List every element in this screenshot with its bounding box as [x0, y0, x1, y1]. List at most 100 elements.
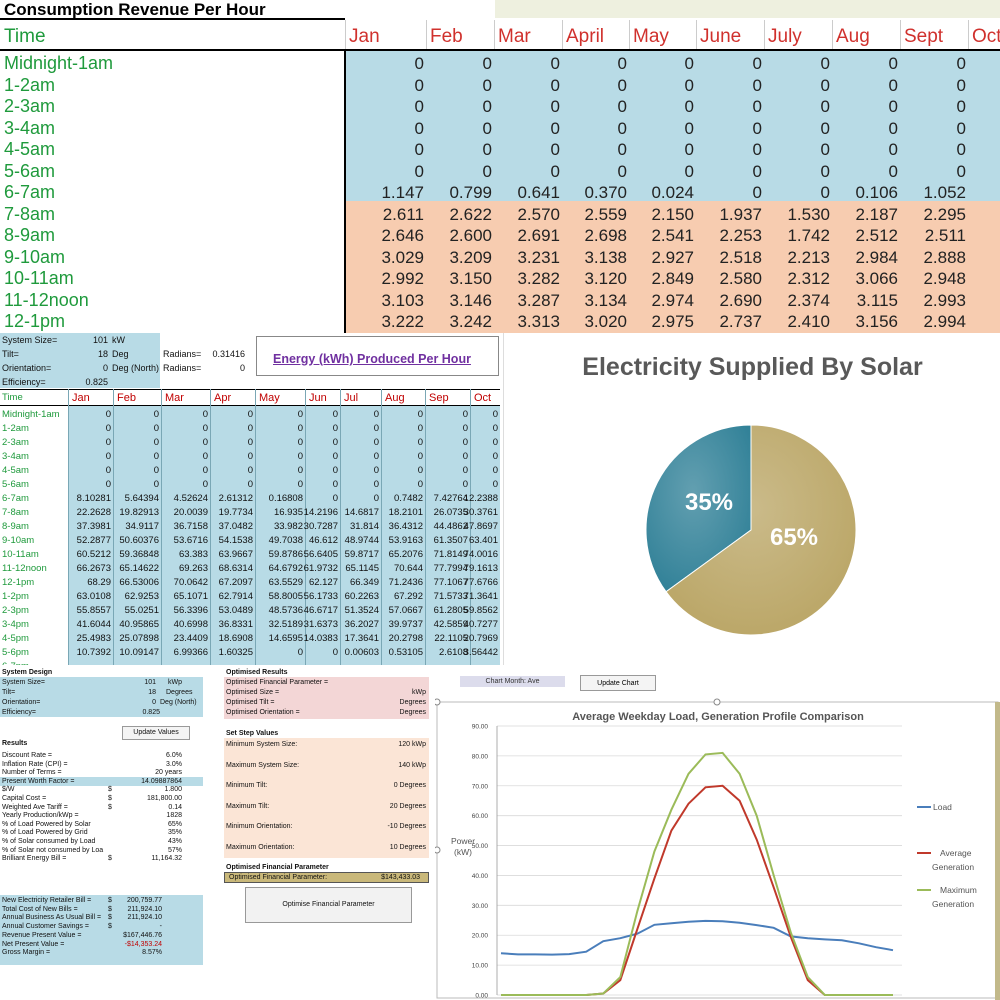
time-label-column: [0, 51, 346, 333]
table-cell: 3.138: [584, 247, 627, 267]
table-cell: 70.644: [393, 563, 423, 574]
column-divider: [470, 389, 471, 665]
table-cell: 61.9732: [303, 563, 338, 574]
month-header-2: Mar: [165, 392, 184, 404]
y-tick-label: 30.00: [472, 903, 489, 910]
row-label: 5-6am: [4, 160, 56, 181]
table-cell: 0: [153, 437, 159, 448]
result-value: 57%: [167, 846, 182, 854]
table-cell: 0.7482: [393, 493, 423, 504]
optimise-financial-button[interactable]: Optimise Financial Parameter: [245, 887, 412, 923]
result-label: New Electricity Retailer Bill =: [2, 897, 92, 904]
table-cell: 0: [297, 451, 303, 462]
table-cell: 3.209: [449, 247, 492, 267]
table-cell: 36.7158: [173, 521, 208, 532]
result-label: % of Solar not consumed by Loa: [2, 846, 104, 854]
y-tick-label: 90.00: [472, 724, 489, 731]
table-cell: 2.888: [923, 247, 966, 267]
table-cell: 63.5529: [268, 577, 303, 588]
result-label: $/W: [2, 786, 15, 794]
design-params-block: [0, 677, 203, 717]
table-cell: 68.29: [87, 577, 111, 588]
table-cell: 57.0667: [388, 605, 423, 616]
table-cell: 0: [247, 465, 253, 476]
legend-label: Load: [933, 802, 952, 812]
step-value: 140 kWp: [398, 761, 426, 769]
pie-title: Electricity Supplied By Solar: [582, 353, 923, 381]
consumption-title: Consumption Revenue Per Hour: [0, 0, 345, 20]
table-cell: 3.146: [449, 290, 492, 310]
month-divider: [764, 20, 765, 49]
table-cell: 0: [332, 423, 338, 434]
month-header-0: Jan: [349, 26, 380, 47]
table-cell: 22.2628: [76, 507, 111, 518]
table-cell: 0: [297, 479, 303, 490]
y-tick-label: 70.00: [472, 783, 489, 790]
month-header-6: Jul: [344, 392, 359, 404]
table-cell: 2.690: [719, 290, 762, 310]
table-cell: 0: [492, 423, 498, 434]
result-value: 211,924.10: [127, 905, 162, 913]
optimised-label: Optimised Orientation =: [226, 709, 300, 716]
table-cell: 2.512: [855, 226, 898, 245]
table-cell: 2.518: [719, 247, 762, 267]
solar-pie-panel: Electricity Supplied By Solar 35% 65%: [503, 333, 1000, 665]
table-cell: 61.3507: [433, 535, 468, 546]
table-cell: 0: [153, 423, 159, 434]
table-cell: 2.559: [584, 204, 627, 224]
system-design-panel: System Design System Size= 101 kWp Tilt=…: [0, 665, 435, 1000]
optimised-header: Optimised Results: [226, 669, 288, 676]
result-label: Brilliant Energy Bill =: [2, 855, 67, 863]
result-label: % of Load Powered by Solar: [2, 820, 91, 828]
result-label: Number of Terms =: [2, 769, 62, 777]
table-cell: 0: [820, 183, 830, 202]
system-size-value: 101: [92, 335, 108, 345]
table-cell: 22.1105: [434, 633, 468, 644]
update-values-button[interactable]: Update Values: [122, 726, 190, 740]
row-label: 1-2pm: [2, 591, 29, 602]
table-cell: 0.106: [855, 183, 898, 202]
table-cell: 0: [617, 75, 627, 95]
month-header-9: Oct: [972, 26, 1000, 47]
result-value: 200,759.77: [126, 897, 162, 904]
radians-value-2: 0: [239, 363, 245, 373]
table-cell: 4.52624: [173, 493, 208, 504]
table-cell: 0: [956, 75, 966, 95]
table-cell: 31.6373: [303, 619, 338, 630]
table-cell: 2.580: [719, 269, 762, 288]
table-cell: 2.849: [651, 269, 694, 288]
table-cell: 14.6817: [344, 507, 379, 518]
row-label: 8-9am: [4, 225, 56, 245]
table-cell: 63.383: [178, 549, 208, 560]
table-cell: 0: [373, 451, 379, 462]
table-cell: 66.349: [349, 577, 379, 588]
column-divider: [340, 389, 341, 665]
table-cell: 0: [105, 479, 111, 490]
row-label: 3-4am: [4, 117, 56, 138]
row-label: 10-11am: [4, 268, 74, 288]
system-size-unit: kW: [112, 335, 125, 345]
table-cell: 56.6405: [303, 549, 338, 560]
table-cell: 0: [888, 75, 898, 95]
table-cell: 2.410: [787, 312, 830, 331]
table-cell: 2.611: [382, 204, 424, 224]
row-label: 9-10am: [4, 246, 66, 267]
row-label: 4-5am: [2, 465, 29, 476]
table-cell: 3.242: [449, 312, 492, 331]
table-cell: 2.975: [651, 312, 694, 331]
table-cell: 0: [550, 140, 560, 159]
result-value: 14.09887864: [141, 777, 182, 785]
update-chart-button[interactable]: Update Chart: [580, 675, 656, 691]
table-cell: 0: [373, 493, 379, 504]
table-cell: 12.2388: [463, 493, 498, 504]
table-cell: 0: [105, 465, 111, 476]
optimised-value: kWp: [412, 689, 426, 696]
row-label: 7-8am: [2, 507, 29, 518]
result-value: 20 years: [155, 769, 182, 777]
table-cell: 51.3524: [344, 605, 379, 616]
result-label: Net Present Value =: [2, 940, 65, 948]
legend-label: Generation: [932, 899, 974, 909]
result-label: Weighted Ave Tariff =: [2, 803, 68, 811]
results2-block: [0, 895, 203, 965]
table-cell: 0: [202, 465, 208, 476]
